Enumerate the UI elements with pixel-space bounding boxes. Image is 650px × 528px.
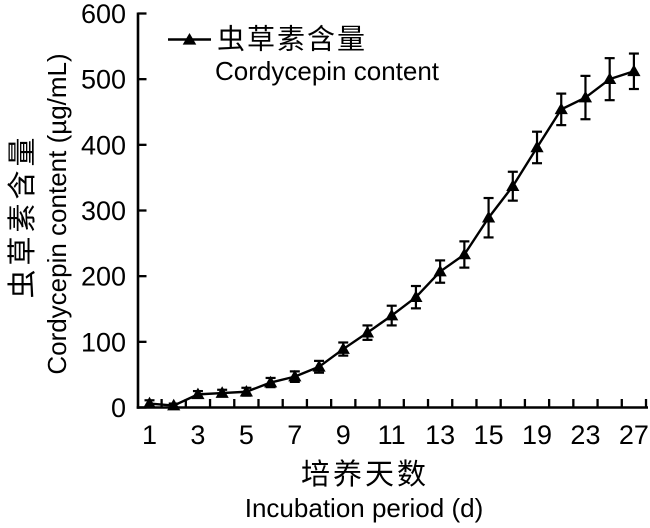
x-tick-label: 1 <box>142 420 157 450</box>
data-point-marker <box>603 72 617 84</box>
x-axis-title-en: Incubation period (d) <box>245 493 483 523</box>
data-point-marker <box>336 342 350 354</box>
x-tick-label: 15 <box>474 420 504 450</box>
x-tick-label: 3 <box>190 420 205 450</box>
x-tick-label: 27 <box>619 420 649 450</box>
x-axis-title-zh: 培养天数 <box>301 458 429 491</box>
data-point-marker <box>506 179 520 192</box>
x-tick-label: 7 <box>287 420 302 450</box>
data-point-marker <box>264 375 278 388</box>
x-tick-label: 11 <box>378 420 406 450</box>
data-point-marker <box>578 90 593 103</box>
data-point-marker <box>239 384 253 397</box>
data-point-marker <box>481 210 496 223</box>
data-point-marker <box>530 140 544 153</box>
y-tick-label: 0 <box>111 393 126 423</box>
data-point-marker <box>312 359 326 372</box>
data-point-marker <box>433 264 447 277</box>
x-tick-label: 9 <box>336 420 351 450</box>
y-tick-label: 100 <box>81 327 126 357</box>
x-tick-label: 13 <box>425 420 455 450</box>
data-point-marker <box>554 102 568 115</box>
data-point-marker <box>360 325 375 338</box>
y-tick-label: 400 <box>81 130 126 160</box>
y-tick-label: 600 <box>81 0 126 29</box>
y-axis-title-en: Cordycepin content (µg/mL) <box>42 53 72 374</box>
data-point-marker <box>215 386 229 398</box>
x-tick-label: 19 <box>522 420 552 450</box>
legend-label-en: Cordycepin content <box>215 56 440 86</box>
data-point-marker <box>409 290 423 302</box>
data-point-marker <box>288 369 302 382</box>
legend-label-zh: 虫草素含量 <box>217 24 367 55</box>
y-axis-title-zh: 虫草素含量 <box>6 133 39 298</box>
y-tick-label: 300 <box>81 196 126 226</box>
legend-triangle-marker-icon <box>182 33 197 45</box>
x-tick-label: 23 <box>570 420 600 450</box>
x-tick-label: 5 <box>239 420 254 450</box>
legend: 虫草素含量 Cordycepin content <box>168 24 440 86</box>
data-point-marker <box>191 387 205 400</box>
y-tick-label: 500 <box>81 65 126 95</box>
y-tick-label: 200 <box>81 262 126 292</box>
data-point-marker <box>457 247 471 260</box>
data-point-marker <box>627 64 641 77</box>
data-point-marker <box>385 308 399 321</box>
data-point-marker <box>142 396 157 409</box>
